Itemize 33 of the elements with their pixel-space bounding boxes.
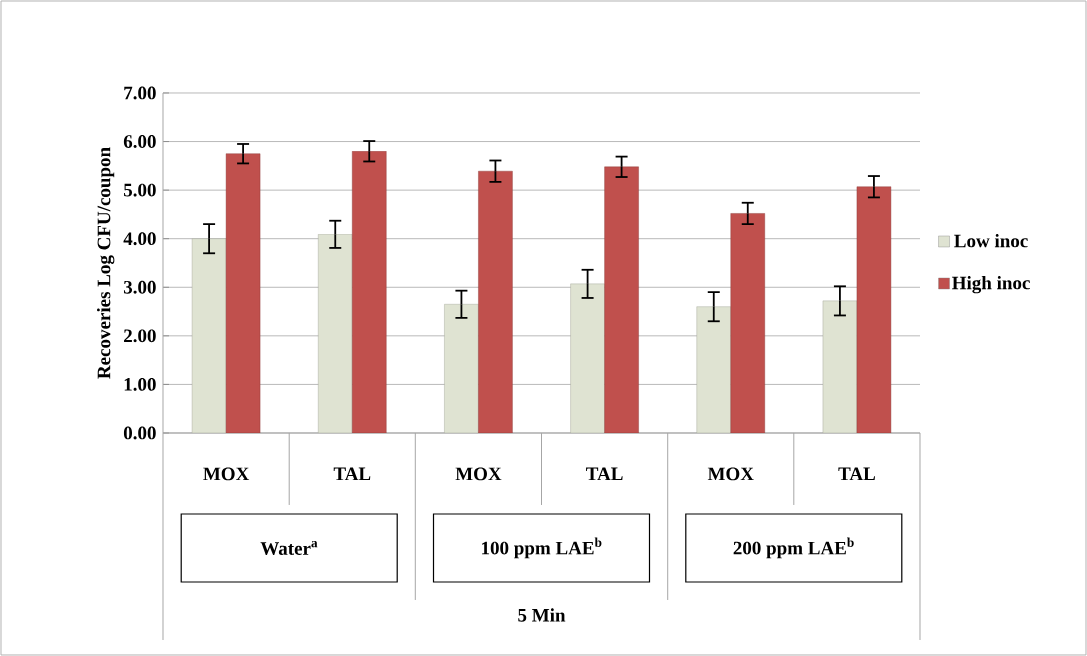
x-tick-label: MOX [203,467,250,481]
y-tick-label: 5.00 [123,183,156,197]
bar [696,306,731,433]
text: 100 ppm LAE$^{b}$ [482,537,602,559]
bar [318,234,353,433]
y-tick-label: 7.00 [124,86,156,100]
bar [191,238,227,433]
x-tick-label: TAL [586,467,623,481]
y-tick-label: 0.00 [123,426,156,440]
bar [478,170,513,433]
y-tick-label: 4.00 [123,232,156,246]
bar [570,283,605,433]
bar [730,213,765,433]
text: 200 ppm LAE$^{b}$ [733,537,854,559]
bar [225,153,261,433]
x-tick-label: TAL [333,467,371,481]
bar [822,300,858,433]
legend-label: High inoc [952,275,1030,294]
y-axis-title: Recoveries Log CFU/coupon [96,147,115,379]
y-tick-label: 1.00 [124,377,156,391]
x-tick-label: MOX [707,467,754,481]
x-tick-label: MOX [455,467,502,481]
y-tick-label: 3.00 [123,280,156,294]
text: 5 Min [518,608,566,622]
y-tick-label: 2.00 [124,329,156,343]
bar [444,304,479,433]
legend-label: Low inoc [954,233,1028,248]
text: Water$^{a}$ [260,540,318,555]
bar [604,166,639,433]
x-tick-label: TAL [838,467,875,481]
bar [352,151,387,433]
bar [856,186,892,433]
y-tick-label: 6.00 [123,135,156,148]
